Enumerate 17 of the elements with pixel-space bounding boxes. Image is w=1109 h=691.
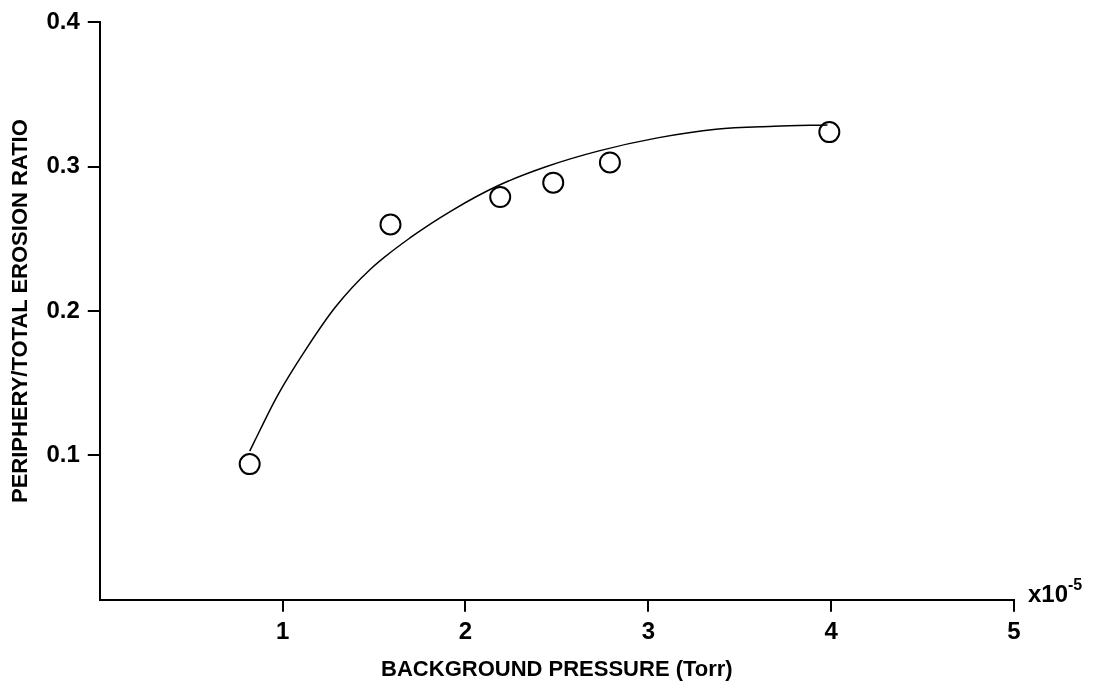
point bbox=[379, 213, 402, 236]
x-tick-label: 3 bbox=[641, 616, 655, 644]
x-axis-title: BACKGROUND PRESSURE (Torr) bbox=[381, 655, 733, 681]
x-tick-label: 5 bbox=[1007, 616, 1021, 644]
y-tick-label: 0.2 bbox=[46, 295, 80, 323]
point bbox=[818, 121, 841, 144]
x-tick-label: 1 bbox=[275, 616, 290, 644]
point bbox=[238, 453, 261, 476]
x-tick-label: 2 bbox=[458, 616, 473, 644]
x-tick-label: 4 bbox=[824, 616, 839, 644]
y-tick-label: 0.1 bbox=[46, 440, 80, 468]
y-axis-title: PERIPHERY/TOTAL EROSION RATIO bbox=[7, 119, 33, 504]
point bbox=[598, 151, 621, 174]
y-tick-label: 0.4 bbox=[46, 7, 81, 35]
point bbox=[489, 186, 512, 209]
y-tick-label: 0.3 bbox=[46, 151, 80, 179]
point bbox=[542, 171, 565, 194]
